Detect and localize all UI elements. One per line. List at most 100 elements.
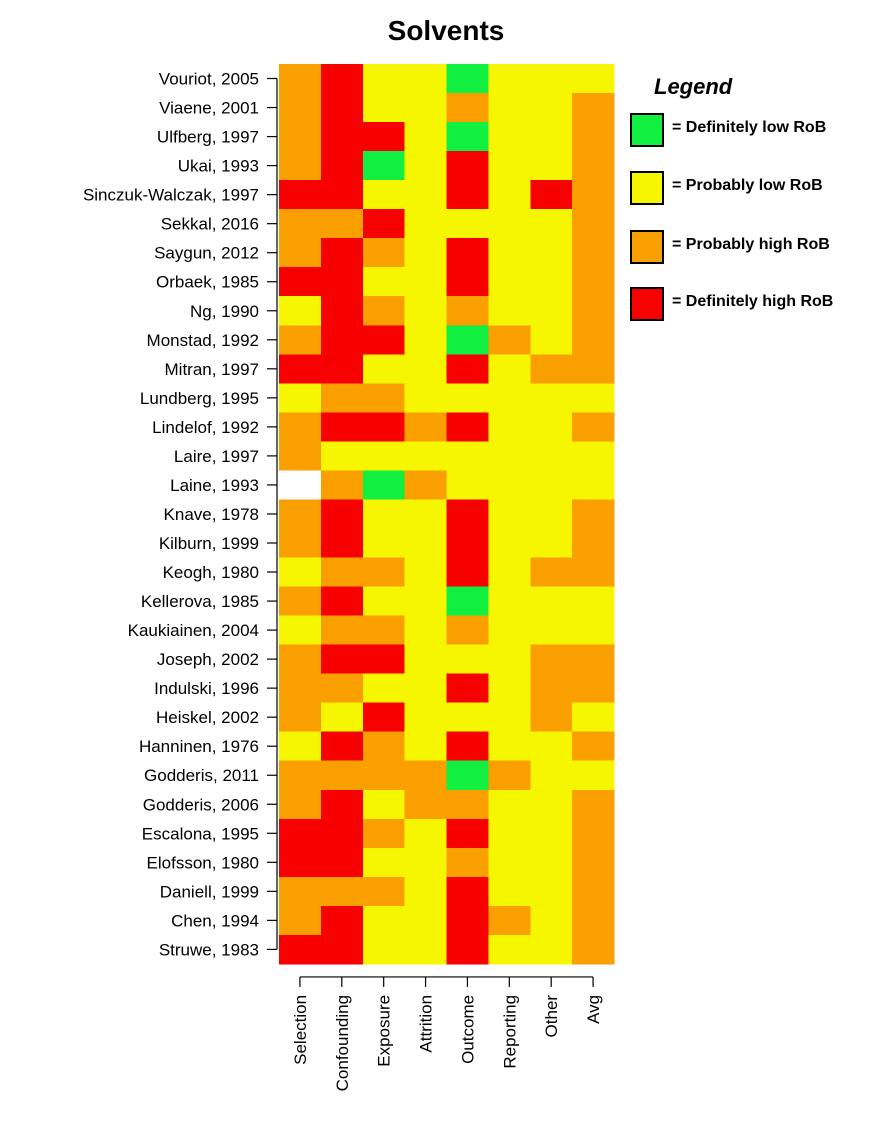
heatmap-cell [320,760,364,791]
heatmap-cell [572,644,615,675]
heatmap-cell [279,93,322,123]
legend-swatch [630,113,664,147]
heatmap-cell [279,789,322,820]
heatmap-cell [362,702,406,733]
heatmap-cell [488,93,531,123]
heatmap-cell [404,441,448,472]
heatmap-cell [320,905,364,936]
heatmap-cell [320,876,364,907]
heatmap-cell [572,441,615,472]
row-label-hanninen-1976: Hanninen, 1976 [139,737,259,756]
heatmap-cell [404,180,448,210]
heatmap-cell [362,731,406,762]
heatmap-cell [404,325,448,355]
heatmap-cell [572,847,615,878]
heatmap-cell [572,934,615,965]
legend-label: = Definitely low RoB [672,119,827,136]
heatmap-cell [530,673,573,704]
heatmap-cell [404,296,448,326]
row-label-kellerova-1985: Kellerova, 1985 [141,592,259,611]
heatmap-cell [488,818,531,849]
heatmap-cell [530,412,573,442]
row-labels: Vouriot, 2005 Viaene, 2001 Ulfberg, 1997 Uk… [83,70,259,960]
heatmap-cell [362,905,406,936]
heatmap-cell [320,209,364,239]
row-label-vouriot-2005: Vouriot, 2005 [159,70,259,89]
heatmap-cell [362,470,406,501]
heatmap-cell [404,847,448,878]
heatmap-cell [530,470,573,501]
heatmap-cell [320,151,364,181]
heatmap-cell [404,789,448,820]
heatmap-cell [572,267,615,297]
heatmap-cell [488,673,531,704]
heatmap-cell [488,615,531,646]
heatmap-cell [488,528,531,559]
column-label-other: Other [542,995,561,1038]
row-label-laine-1993: Laine, 1993 [170,476,259,495]
row-label-sekkal-2016: Sekkal, 2016 [161,215,259,234]
heatmap-cell [404,876,448,907]
heatmap-cell [446,876,489,907]
heatmap-cell [446,470,489,501]
row-label-kilburn-1999: Kilburn, 1999 [159,534,259,553]
heatmap-cell [320,557,364,588]
heatmap-cell [362,934,406,965]
heatmap-cell [572,209,615,239]
heatmap-cell [446,180,489,210]
heatmap-cell [404,151,448,181]
heatmap-cell [446,412,489,442]
heatmap-cell [362,673,406,704]
heatmap-cell [279,441,322,472]
heatmap-cell [320,702,364,733]
column-label-confounding: Confounding [333,995,352,1091]
heatmap-cell [446,847,489,878]
heatmap-cell [446,731,489,762]
column-label-selection: Selection [291,995,310,1065]
heatmap-cell [572,296,615,326]
row-label-daniell-1999: Daniell, 1999 [160,882,259,901]
heatmap-cell [572,383,615,413]
heatmap-cell [530,615,573,646]
heatmap-cell [362,557,406,588]
heatmap-cell [572,557,615,588]
heatmap-cell [362,876,406,907]
row-label-godderis-2006: Godderis, 2006 [143,795,259,814]
heatmap-cell [530,702,573,733]
heatmap-cell [530,209,573,239]
heatmap-cell [446,267,489,297]
row-label-kaukiainen-2004: Kaukiainen, 2004 [128,621,259,640]
legend-swatch [630,230,664,264]
heatmap-cell [488,499,531,530]
heatmap-cell [279,760,322,791]
heatmap-cell [362,151,406,181]
heatmap-cell [530,122,573,152]
row-label-sinczuk-walczak-1997: Sinczuk-Walczak, 1997 [83,186,259,205]
row-label-keogh-1980: Keogh, 1980 [163,563,259,582]
heatmap-cell [530,905,573,936]
legend-label: = Probably low RoB [672,177,823,194]
heatmap-cell [572,122,615,152]
legend-item-definitely-high: = Definitely high RoB [630,287,880,323]
heatmap-cell [279,209,322,239]
heatmap-cell [488,64,531,94]
heatmap-cell [446,383,489,413]
row-label-mitran-1997: Mitran, 1997 [165,360,260,379]
heatmap-cell [446,93,489,123]
heatmap-cell [446,441,489,472]
heatmap-cell [446,151,489,181]
legend-item-probably-high: = Probably high RoB [630,230,880,266]
heatmap-cells [279,64,615,965]
heatmap-cell [404,528,448,559]
row-label-lundberg-1995: Lundberg, 1995 [140,389,259,408]
heatmap-cell [279,354,322,384]
heatmap-cell [362,93,406,123]
heatmap-cell [572,325,615,355]
heatmap-cell [488,557,531,588]
heatmap-cell [446,934,489,965]
heatmap-cell [530,847,573,878]
heatmap-cell [530,238,573,268]
heatmap-cell [572,702,615,733]
heatmap-cell [530,383,573,413]
